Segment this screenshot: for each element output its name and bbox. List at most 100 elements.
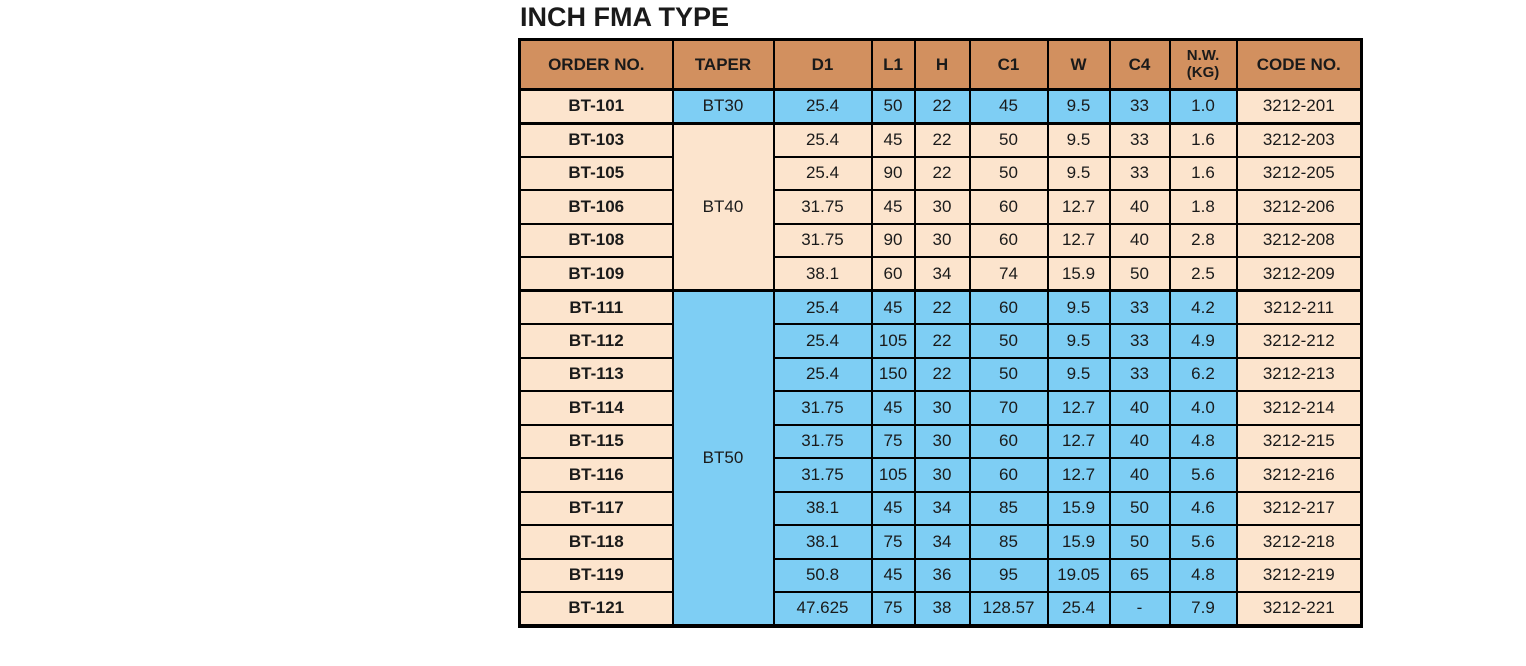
value-cell-c4: 33 (1108, 289, 1171, 325)
value-cell-c4: 33 (1108, 121, 1171, 158)
value-cell-d1: 50.8 (772, 557, 873, 593)
taper-cell: BT50 (671, 289, 775, 627)
value-cell-l1: 90 (870, 155, 916, 191)
code-no-cell: 3212-209 (1235, 256, 1363, 292)
value-cell-n-w-kg: 4.2 (1168, 289, 1238, 325)
value-cell-h: 22 (913, 323, 971, 359)
value-cell-c1: 60 (968, 289, 1049, 325)
value-cell-h: 22 (913, 155, 971, 191)
column-header-taper: TAPER (671, 38, 775, 91)
value-cell-w: 9.5 (1046, 155, 1111, 191)
value-cell-d1: 38.1 (772, 490, 873, 526)
value-cell-n-w-kg: 5.6 (1168, 457, 1238, 493)
value-cell-c1: 60 (968, 222, 1049, 258)
value-cell-w: 12.7 (1046, 390, 1111, 426)
spec-table: ORDER NO. TAPER D1 L1 H C1 W C4 N.W. (KG) CODE NO… (518, 38, 1363, 628)
code-no-cell: 3212-215 (1235, 423, 1363, 459)
column-header-w: W (1046, 38, 1111, 91)
value-cell-w: 15.9 (1046, 490, 1111, 526)
value-cell-l1: 75 (870, 423, 916, 459)
value-cell-l1: 105 (870, 457, 916, 493)
column-header-c1: C1 (968, 38, 1049, 91)
column-header-order-no: ORDER NO. (518, 38, 674, 91)
table-header: ORDER NO. TAPER D1 L1 H C1 W C4 N.W. (KG) CODE NO… (518, 38, 1363, 91)
code-no-cell: 3212-205 (1235, 155, 1363, 191)
value-cell-c1: 60 (968, 423, 1049, 459)
column-header-h: H (913, 38, 971, 91)
value-cell-n-w-kg: 4.8 (1168, 423, 1238, 459)
order-no-cell: BT-114 (518, 390, 674, 426)
value-cell-d1: 31.75 (772, 189, 873, 225)
value-cell-c1: 74 (968, 256, 1049, 292)
value-cell-d1: 38.1 (772, 256, 873, 292)
order-no-cell: BT-111 (518, 289, 674, 325)
value-cell-h: 34 (913, 256, 971, 292)
value-cell-w: 12.7 (1046, 457, 1111, 493)
column-header-code-no: CODE NO. (1235, 38, 1363, 91)
order-no-cell: BT-109 (518, 256, 674, 292)
value-cell-l1: 45 (870, 121, 916, 158)
value-cell-c1: 60 (968, 189, 1049, 225)
value-cell-c4: 40 (1108, 189, 1171, 225)
order-no-cell: BT-117 (518, 490, 674, 526)
table-row: BT-108 31.75 90 30 60 12.7 40 2.8 3212-208 (518, 222, 1363, 258)
value-cell-h: 30 (913, 390, 971, 426)
code-no-cell: 3212-212 (1235, 323, 1363, 359)
code-no-cell: 3212-211 (1235, 289, 1363, 325)
value-cell-c1: 45 (968, 88, 1049, 124)
table-row: BT-121 47.625 75 38 128.57 25.4-7.9 3212-221 (518, 591, 1363, 627)
value-cell-w: 12.7 (1046, 222, 1111, 258)
order-no-cell: BT-105 (518, 155, 674, 191)
value-cell-h: 34 (913, 490, 971, 526)
table-row: BT-101 BT30 25.4 50 22 45 9.5 33 1.0 3212-201 (518, 88, 1363, 124)
order-no-cell: BT-103 (518, 121, 674, 158)
page-title: INCH FMA TYPE (520, 2, 729, 32)
table-row: BT-118 38.1 75 34 85 15.9 50 5.6 3212-218 (518, 524, 1363, 560)
value-cell-w: 15.9 (1046, 524, 1111, 560)
table-row: BT-119 50.8 45 36 95 19.05 65 4.8 3212-219 (518, 557, 1363, 593)
value-cell-c1: 128.57 (968, 591, 1049, 627)
value-cell-n-w-kg: 1.8 (1168, 189, 1238, 225)
value-cell-c4: 40 (1108, 423, 1171, 459)
value-cell-h: 30 (913, 222, 971, 258)
value-cell-h: 22 (913, 289, 971, 325)
value-cell-n-w-kg: 7.9 (1168, 591, 1238, 627)
value-cell-d1: 25.4 (772, 121, 873, 158)
order-no-cell: BT-108 (518, 222, 674, 258)
value-cell-l1: 60 (870, 256, 916, 292)
value-cell-c4: 40 (1108, 222, 1171, 258)
value-cell-n-w-kg: 4.6 (1168, 490, 1238, 526)
value-cell-c1: 50 (968, 356, 1049, 392)
value-cell-h: 22 (913, 121, 971, 158)
value-cell-c4: 50 (1108, 524, 1171, 560)
value-cell-h: 22 (913, 356, 971, 392)
table-row: BT-112 25.4 105 22 50 9.5 33 4.9 3212-212 (518, 323, 1363, 359)
value-cell-h: 38 (913, 591, 971, 627)
value-cell-w: 12.7 (1046, 423, 1111, 459)
code-no-cell: 3212-208 (1235, 222, 1363, 258)
value-cell-d1: 31.75 (772, 457, 873, 493)
table-row: BT-111 BT50 25.4 45 22 60 9.5 33 4.2 3212-211 (518, 289, 1363, 627)
value-cell-d1: 25.4 (772, 356, 873, 392)
value-cell-d1: 31.75 (772, 222, 873, 258)
order-no-cell: BT-121 (518, 591, 674, 627)
value-cell-w: 19.05 (1046, 557, 1111, 593)
code-no-cell: 3212-213 (1235, 356, 1363, 392)
value-cell-w: 9.5 (1046, 88, 1111, 124)
value-cell-c1: 85 (968, 524, 1049, 560)
value-cell-l1: 105 (870, 323, 916, 359)
taper-cell: BT40 (671, 121, 775, 292)
value-cell-n-w-kg: 1.6 (1168, 155, 1238, 191)
value-cell-h: 30 (913, 423, 971, 459)
value-cell-l1: 75 (870, 524, 916, 560)
code-no-cell: 3212-201 (1235, 88, 1363, 124)
value-cell-h: 22 (913, 88, 971, 124)
table-row: BT-109 38.1 60 34 74 15.9 50 2.5 3212-209 (518, 256, 1363, 292)
column-header-n-w-kg: N.W. (KG) (1168, 38, 1238, 91)
code-no-cell: 3212-219 (1235, 557, 1363, 593)
value-cell-w: 12.7 (1046, 189, 1111, 225)
value-cell-n-w-kg: 6.2 (1168, 356, 1238, 392)
table-row: BT-117 38.1 45 34 85 15.9 50 4.6 3212-217 (518, 490, 1363, 526)
value-cell-d1: 47.625 (772, 591, 873, 627)
value-cell-n-w-kg: 1.6 (1168, 121, 1238, 158)
